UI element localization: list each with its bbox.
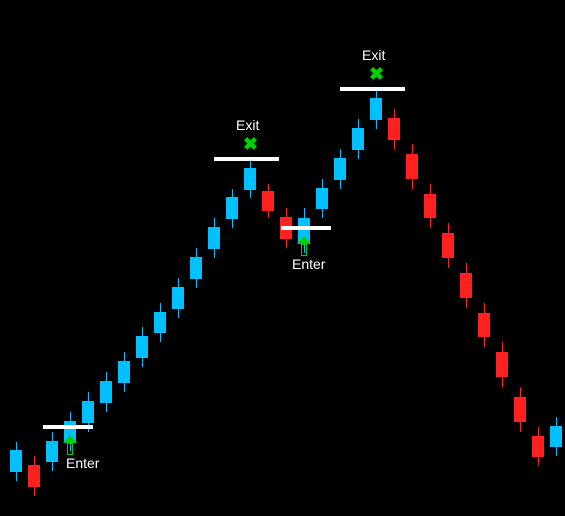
enter-arrow-icon (297, 236, 311, 254)
candle-up (208, 227, 220, 249)
candle-wick (556, 447, 557, 456)
candle-wick (412, 144, 413, 154)
candle-wick (322, 179, 323, 188)
candle-wick (556, 417, 557, 426)
candle-wick (214, 249, 215, 258)
candle-wick (484, 303, 485, 313)
exit-x-icon: ✖ (243, 137, 257, 151)
candle-wick (70, 412, 71, 421)
signal-line (340, 87, 405, 91)
candle-wick (466, 298, 467, 308)
candle-wick (286, 239, 287, 248)
candle-wick (34, 456, 35, 465)
candle-down (424, 194, 436, 219)
candle-wick (124, 352, 125, 361)
exit-label: Exit (362, 47, 385, 63)
candle-wick (466, 263, 467, 273)
candle-wick (16, 472, 17, 481)
candle-down (460, 273, 472, 298)
candle-wick (142, 358, 143, 367)
candle-wick (196, 279, 197, 288)
exit-label: Exit (236, 117, 259, 133)
candle-up (172, 287, 184, 309)
candle-wick (286, 208, 287, 217)
candle-up (154, 312, 166, 334)
candle-wick (232, 189, 233, 198)
enter-label: Enter (292, 256, 325, 272)
signal-line (214, 157, 279, 161)
candle-wick (196, 248, 197, 257)
candle-down (514, 397, 526, 422)
candle-wick (52, 432, 53, 441)
exit-x-icon: ✖ (369, 67, 383, 81)
candle-down (262, 191, 274, 210)
candle-up (244, 168, 256, 190)
candle-wick (340, 149, 341, 158)
candle-wick (484, 337, 485, 347)
candlestick-chart: Enter Exit ✖ Enter Exit ✖ (0, 0, 565, 516)
candle-wick (160, 303, 161, 312)
candle-wick (106, 403, 107, 412)
candle-up (46, 441, 58, 463)
candle-wick (268, 211, 269, 219)
candle-wick (268, 184, 269, 192)
candle-up (136, 336, 148, 358)
enter-arrow-icon (63, 435, 77, 453)
candle-up (10, 450, 22, 472)
candle-wick (358, 150, 359, 159)
candle-wick (502, 342, 503, 352)
candle-wick (376, 120, 377, 129)
candle-up (226, 197, 238, 219)
candle-up (190, 257, 202, 279)
signal-line (281, 226, 331, 230)
candle-wick (538, 457, 539, 466)
candle-wick (142, 327, 143, 336)
candle-wick (340, 180, 341, 189)
candle-wick (430, 184, 431, 194)
candle-wick (538, 427, 539, 436)
candle-wick (394, 109, 395, 118)
signal-line (43, 425, 93, 429)
candle-wick (250, 190, 251, 199)
candle-up (100, 381, 112, 403)
candle-down (442, 233, 454, 258)
candle-wick (34, 487, 35, 496)
candle-wick (88, 392, 89, 401)
candle-wick (520, 387, 521, 397)
candle-up (118, 361, 130, 383)
candle-wick (322, 209, 323, 218)
candle-wick (160, 333, 161, 342)
candle-down (388, 118, 400, 140)
candle-up (82, 401, 94, 423)
candle-wick (358, 119, 359, 128)
candle-down (532, 436, 544, 458)
enter-label: Enter (66, 455, 99, 471)
candle-up (370, 98, 382, 120)
candle-up (550, 426, 562, 448)
candle-wick (214, 218, 215, 227)
candle-wick (16, 442, 17, 451)
candle-wick (178, 278, 179, 287)
candle-wick (304, 208, 305, 218)
candle-wick (232, 219, 233, 228)
candle-wick (178, 309, 179, 318)
candle-up (352, 128, 364, 150)
candle-up (316, 188, 328, 210)
candle-wick (448, 258, 449, 268)
candle-down (28, 465, 40, 487)
candle-wick (106, 372, 107, 381)
candle-wick (448, 223, 449, 233)
candle-up (334, 158, 346, 180)
candle-down (496, 352, 508, 377)
candle-wick (520, 422, 521, 432)
candle-down (478, 313, 490, 338)
candle-wick (430, 218, 431, 228)
candle-wick (412, 179, 413, 189)
candle-down (406, 154, 418, 179)
candle-wick (52, 462, 53, 471)
candle-wick (394, 140, 395, 149)
candle-wick (124, 383, 125, 392)
candle-wick (502, 377, 503, 387)
